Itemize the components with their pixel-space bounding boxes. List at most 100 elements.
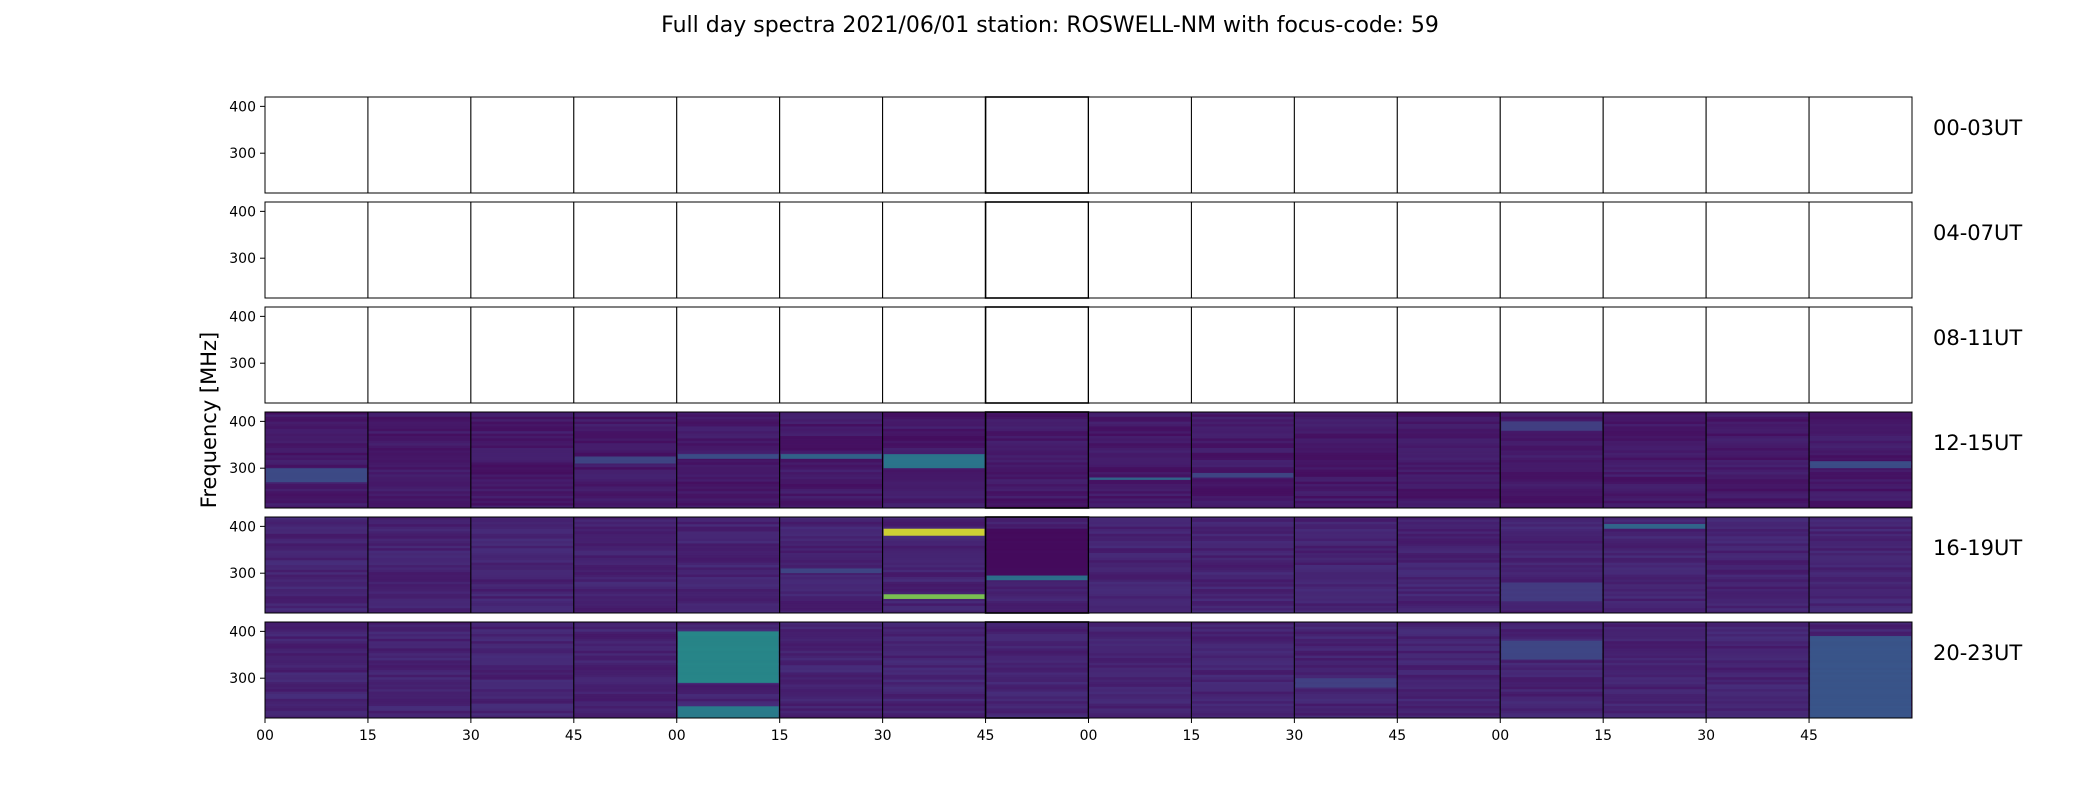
noise-band [1088,646,1192,649]
noise-band [470,503,574,506]
noise-band [779,517,883,520]
noise-band [1191,467,1295,470]
noise-band [265,550,368,554]
noise-band [985,624,1089,628]
noise-band [367,701,471,704]
noise-band [1294,529,1398,532]
noise-band [367,412,471,415]
noise-band [1397,591,1501,595]
noise-band [1191,684,1295,688]
noise-band [1191,605,1295,609]
noise-band [265,610,368,614]
noise-band [367,710,471,714]
spectral-feature [677,706,779,718]
noise-band [1397,698,1501,702]
noise-band [779,538,883,542]
noise-band [1809,474,1912,478]
noise-band [470,426,574,430]
noise-band [779,529,883,532]
noise-band [779,438,883,442]
panel-background [1809,97,1912,193]
noise-band [367,476,471,480]
noise-band [1294,538,1398,542]
noise-band [265,545,368,549]
noise-band [1088,643,1192,647]
noise-band [1603,684,1707,688]
noise-band [1191,476,1295,480]
noise-band [1294,517,1398,520]
noise-band [1191,677,1295,680]
noise-band [1397,550,1501,554]
noise-band [676,462,780,466]
noise-band [882,555,986,559]
noise-band [1191,414,1295,418]
noise-band [985,694,1089,697]
noise-band [1088,584,1192,587]
noise-band [265,601,368,604]
noise-band [470,438,574,442]
noise-band [1397,605,1501,609]
noise-band [367,438,471,442]
noise-band [779,479,883,482]
noise-band [985,462,1089,466]
noise-band [367,603,471,607]
noise-band [985,428,1089,432]
noise-band [1706,708,1810,712]
noise-band [1603,596,1707,599]
noise-band [1809,572,1912,575]
noise-band [882,448,986,451]
noise-band [882,562,986,566]
noise-band [1397,545,1501,549]
spectral-feature [1501,582,1603,602]
noise-band [265,581,368,585]
noise-band [367,586,471,590]
noise-band [1809,440,1912,444]
noise-band [985,706,1089,709]
noise-band [1294,567,1398,571]
noise-band [779,557,883,561]
noise-band [882,626,986,630]
noise-band [573,574,677,578]
noise-band [779,431,883,434]
noise-band [779,428,883,432]
noise-band [882,550,986,554]
noise-band [1500,557,1604,561]
noise-band [779,445,883,449]
spectra-panel [779,306,884,404]
noise-band [1706,553,1810,556]
noise-band [1603,667,1707,671]
noise-band [367,462,471,466]
noise-band [1809,486,1912,490]
noise-band [367,581,471,585]
noise-band [985,474,1089,478]
noise-band [882,601,986,604]
noise-band [1088,531,1192,535]
noise-band [573,715,677,719]
noise-band [882,450,986,454]
noise-band [367,667,471,671]
noise-band [1706,424,1810,427]
noise-band [1294,543,1398,547]
noise-band [573,696,677,700]
noise-band [1191,694,1295,697]
noise-band [1191,440,1295,444]
spectral-feature [883,594,985,599]
noise-band [1191,691,1295,695]
noise-band [573,708,677,712]
noise-band [985,662,1089,666]
noise-band [265,569,368,573]
noise-band [882,428,986,432]
spectral-feature [1604,524,1706,529]
noise-band [676,696,780,700]
noise-band [1191,581,1295,585]
noise-band [470,491,574,494]
noise-band [1397,491,1501,494]
spectra-panel [573,411,678,509]
spectra-panel [1396,96,1501,194]
noise-band [985,443,1089,446]
noise-band [1397,462,1501,466]
noise-band [573,624,677,628]
noise-band [367,440,471,444]
noise-band [779,443,883,446]
noise-band [1603,503,1707,506]
